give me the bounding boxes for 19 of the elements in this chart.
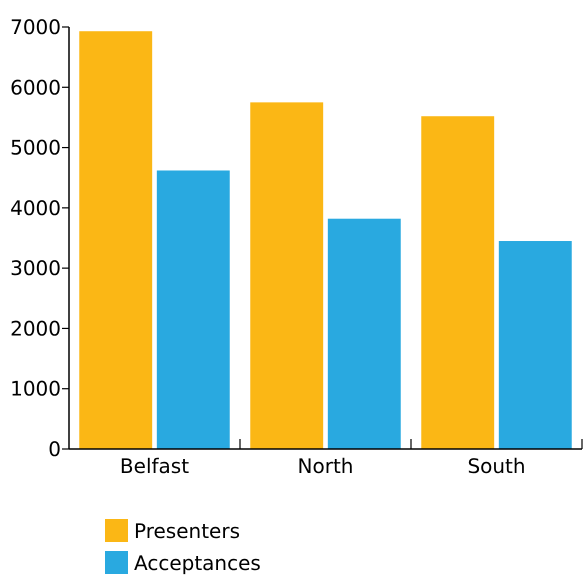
bar — [421, 116, 494, 449]
y-tick-label: 4000 — [10, 196, 61, 220]
legend-label: Acceptances — [134, 551, 261, 575]
y-tick-label: 1000 — [10, 376, 61, 401]
bar — [250, 102, 324, 449]
bar — [156, 170, 230, 449]
y-tick-label: 6000 — [10, 75, 61, 100]
legend-label: Presenters — [134, 519, 240, 543]
x-tick-label: South — [467, 454, 526, 478]
y-tick-label: 7000 — [10, 15, 61, 39]
x-tick-label: Belfast — [120, 454, 190, 478]
y-tick-label: 5000 — [10, 136, 61, 160]
y-tick-label: 2000 — [10, 316, 61, 340]
x-tick-label: North — [298, 454, 354, 478]
bar — [498, 241, 572, 449]
bar — [328, 218, 401, 449]
bar — [79, 31, 152, 449]
y-tick-label: 3000 — [10, 256, 61, 280]
y-tick-label: 0 — [48, 437, 61, 461]
